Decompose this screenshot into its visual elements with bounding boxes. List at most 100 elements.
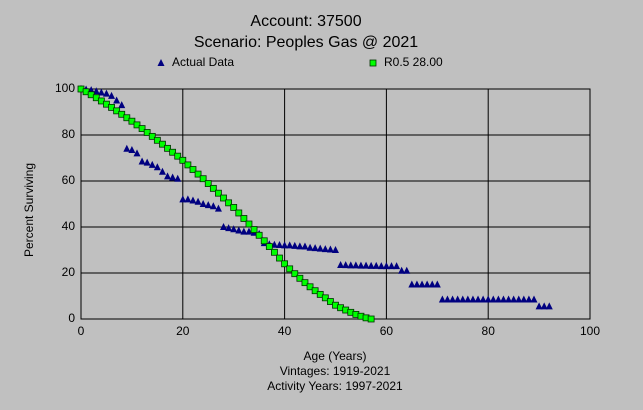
- data-point: [133, 149, 141, 157]
- data-point: [220, 223, 228, 230]
- data-point: [118, 110, 126, 118]
- data-point: [164, 144, 171, 152]
- x-tick-label: 20: [176, 324, 190, 338]
- legend-label: Actual Data: [172, 55, 234, 69]
- data-point: [525, 295, 533, 303]
- data-point: [342, 261, 350, 269]
- data-point: [159, 140, 166, 148]
- data-point: [123, 114, 131, 122]
- data-point: [174, 174, 182, 182]
- data-point: [230, 204, 238, 211]
- y-tick-label: 80: [62, 127, 76, 141]
- data-point: [148, 132, 156, 140]
- data-point: [387, 262, 395, 270]
- data-point: [108, 91, 116, 99]
- note: Vintages: 1919-2021: [280, 364, 391, 378]
- data-point: [286, 241, 294, 249]
- data-point: [128, 145, 136, 153]
- y-tick-label: 40: [62, 219, 76, 233]
- data-point: [255, 231, 263, 239]
- data-point: [311, 244, 319, 252]
- x-tick-label: 60: [380, 324, 394, 338]
- data-point: [235, 209, 243, 217]
- data-point: [179, 195, 187, 203]
- data-point: [489, 295, 497, 303]
- data-point: [443, 295, 451, 303]
- data-point: [347, 261, 355, 269]
- data-point: [225, 224, 233, 232]
- data-point: [540, 302, 548, 310]
- data-point: [184, 161, 192, 169]
- data-point: [494, 295, 502, 303]
- data-point: [464, 295, 472, 303]
- data-point: [403, 266, 411, 274]
- data-point: [276, 240, 284, 248]
- x-tick-label: 80: [482, 324, 496, 338]
- data-point: [337, 260, 345, 268]
- data-point: [245, 220, 253, 228]
- data-point: [301, 242, 309, 250]
- data-point: [530, 295, 538, 303]
- data-point: [281, 260, 289, 268]
- data-point: [438, 295, 446, 303]
- data-point: [469, 295, 477, 303]
- data-point: [281, 241, 289, 249]
- legend-label: R0.5 28.00: [384, 55, 443, 69]
- data-point: [123, 144, 131, 152]
- plot-border: [80, 88, 591, 320]
- data-point: [133, 121, 141, 129]
- x-tick-label: 40: [278, 324, 292, 338]
- data-point: [433, 280, 441, 288]
- data-point: [215, 189, 222, 197]
- data-point: [296, 242, 304, 250]
- data-point: [362, 261, 370, 269]
- data-point: [545, 302, 553, 310]
- data-point: [332, 246, 339, 253]
- data-point: [321, 245, 329, 253]
- x-tick-label: 0: [78, 324, 85, 338]
- data-point: [164, 172, 172, 180]
- data-point: [108, 104, 115, 111]
- y-tick-label: 60: [62, 173, 76, 187]
- data-point: [138, 125, 146, 132]
- y-tick-label: 20: [62, 265, 76, 279]
- data-point: [179, 156, 187, 164]
- data-point: [189, 166, 197, 173]
- data-point: [326, 245, 334, 253]
- data-point: [459, 295, 467, 303]
- data-point: [454, 295, 462, 303]
- data-point: [235, 226, 243, 234]
- data-point: [510, 295, 518, 303]
- data-point: [382, 262, 390, 270]
- data-point: [377, 262, 385, 270]
- data-point: [174, 152, 182, 160]
- data-point: [118, 101, 126, 109]
- data-point: [306, 243, 314, 251]
- data-point: [204, 180, 212, 187]
- data-point: [296, 274, 304, 282]
- data-point: [260, 237, 268, 245]
- legend-marker: [369, 59, 377, 67]
- data-point: [250, 226, 258, 233]
- data-point: [169, 173, 177, 181]
- data-point: [398, 266, 406, 274]
- data-point: [230, 225, 238, 233]
- x-tick-label: 100: [580, 324, 600, 338]
- data-point: [276, 254, 283, 262]
- data-point: [209, 184, 217, 192]
- x-axis-label: Age (Years): [304, 349, 367, 363]
- data-point: [169, 148, 177, 156]
- data-point: [153, 136, 161, 144]
- data-point: [194, 170, 202, 178]
- data-point: [418, 280, 426, 288]
- data-point: [102, 89, 110, 97]
- y-tick-label: 100: [55, 81, 75, 95]
- data-point: [204, 201, 212, 209]
- data-point: [113, 96, 121, 104]
- data-point: [352, 261, 360, 269]
- y-tick-label: 0: [68, 311, 75, 325]
- data-point: [184, 195, 192, 203]
- data-point: [199, 200, 207, 207]
- data-point: [413, 280, 421, 288]
